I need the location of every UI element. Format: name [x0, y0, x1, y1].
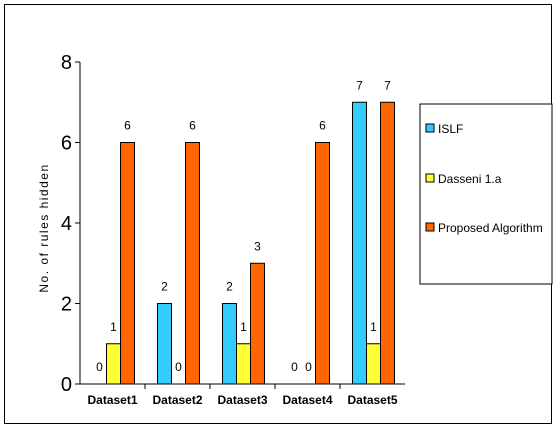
y-tick-label: 0	[61, 374, 72, 396]
legend-swatch	[425, 173, 435, 183]
data-label: 6	[124, 119, 131, 133]
data-label: 0	[305, 360, 312, 374]
data-label: 0	[291, 360, 298, 374]
x-tick-label: Dataset4	[282, 393, 332, 407]
bar	[120, 142, 135, 385]
y-tick-label: 8	[61, 52, 72, 74]
y-tick-label: 4	[61, 213, 72, 235]
bar	[380, 101, 395, 385]
data-label: 6	[319, 119, 326, 133]
x-tick-label: Dataset3	[217, 393, 267, 407]
legend-swatch	[425, 123, 435, 133]
data-label: 1	[110, 320, 117, 334]
data-label: 1	[240, 320, 247, 334]
data-label: 7	[356, 78, 363, 92]
legend-label: Proposed Algorithm	[438, 221, 543, 235]
legend-swatch	[425, 222, 435, 232]
legend-box	[419, 103, 553, 285]
bar	[366, 343, 381, 385]
legend-label: ISLF	[438, 122, 463, 136]
x-tick-label: Dataset2	[152, 393, 202, 407]
bar	[352, 101, 367, 385]
bar	[185, 142, 200, 385]
bar	[315, 142, 330, 385]
x-tick-label: Dataset1	[87, 393, 137, 407]
data-label: 1	[370, 320, 377, 334]
bar	[222, 303, 237, 385]
data-label: 0	[175, 360, 182, 374]
data-label: 7	[384, 78, 391, 92]
data-label: 3	[254, 239, 261, 253]
bar	[106, 343, 121, 385]
x-tick-label: Dataset5	[347, 393, 397, 407]
bar	[250, 262, 265, 385]
data-label: 0	[96, 360, 103, 374]
bar	[157, 303, 172, 385]
y-tick-label: 6	[61, 133, 72, 155]
data-label: 6	[189, 119, 196, 133]
bar	[236, 343, 251, 385]
y-tick-label: 2	[61, 294, 72, 316]
data-label: 2	[161, 280, 168, 294]
data-label: 2	[226, 280, 233, 294]
legend-label: Dasseni 1.a	[438, 172, 502, 186]
y-axis-label: No. of rules hidden	[37, 163, 51, 292]
